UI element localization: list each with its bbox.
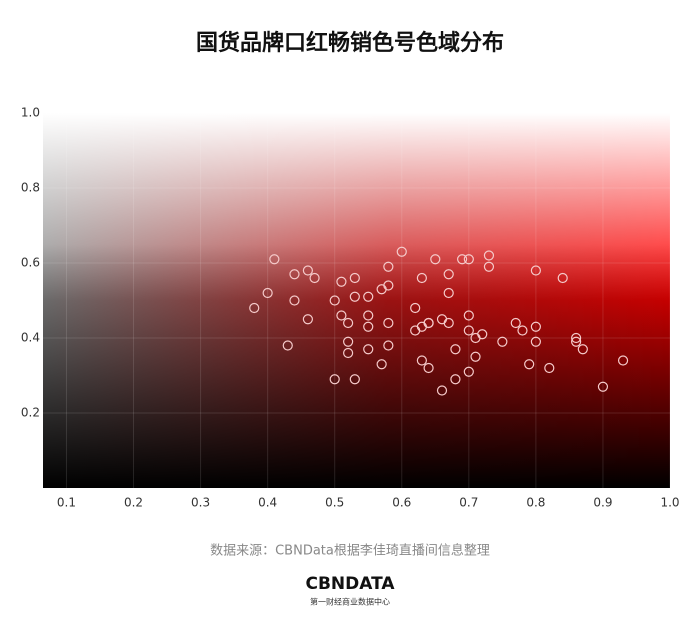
scatter-point bbox=[457, 254, 468, 265]
x-tick-label: 0.5 bbox=[325, 496, 344, 510]
scatter-point bbox=[383, 261, 394, 272]
scatter-point bbox=[557, 272, 568, 284]
scatter-point bbox=[329, 295, 340, 306]
scatter-point bbox=[423, 317, 434, 329]
scatter-point bbox=[530, 265, 541, 276]
scatter-point bbox=[289, 295, 300, 306]
scatter-point bbox=[423, 362, 434, 374]
scatter-point bbox=[416, 355, 427, 366]
scatter-point bbox=[463, 254, 474, 265]
scatter-point bbox=[363, 291, 374, 302]
y-tick-label: 0.2 bbox=[21, 406, 40, 420]
scatter-point bbox=[470, 351, 481, 362]
scatter-point bbox=[363, 321, 374, 332]
scatter-point bbox=[497, 336, 508, 347]
scatter-point bbox=[289, 269, 300, 280]
scatter-point bbox=[336, 276, 347, 287]
scatter-point bbox=[443, 317, 454, 329]
scatter-point bbox=[571, 336, 582, 347]
scatter-point bbox=[282, 340, 293, 351]
scatter-point bbox=[463, 366, 474, 377]
scatter-point bbox=[309, 272, 320, 284]
scatter-point bbox=[510, 317, 521, 329]
scatter-point bbox=[430, 254, 441, 265]
scatter-point bbox=[571, 332, 582, 344]
scatter-point bbox=[443, 269, 454, 280]
scatter-point bbox=[436, 385, 448, 396]
source-note: 数据来源：CBNData根据李佳琦直播间信息整理 bbox=[210, 543, 490, 559]
scatter-point bbox=[524, 359, 535, 370]
scatter-point bbox=[617, 355, 629, 366]
scatter-point bbox=[517, 325, 528, 336]
scatter-point bbox=[530, 336, 541, 347]
scatter-point bbox=[530, 321, 541, 332]
x-tick-label: 0.8 bbox=[526, 496, 545, 510]
scatter-point bbox=[269, 254, 280, 265]
scatter-point bbox=[376, 359, 387, 370]
scatter-point bbox=[383, 317, 394, 329]
scatter-point bbox=[249, 302, 260, 314]
y-tick-label: 1.0 bbox=[21, 106, 40, 120]
x-tick-label: 0.3 bbox=[191, 496, 210, 510]
scatter-point bbox=[302, 265, 313, 276]
scatter-point bbox=[349, 374, 360, 385]
scatter-point bbox=[262, 287, 273, 299]
scatter-point bbox=[483, 261, 495, 272]
y-tick-label: 0.4 bbox=[21, 331, 40, 345]
scatter-point bbox=[329, 374, 340, 385]
x-tick-label: 0.9 bbox=[593, 496, 612, 510]
y-tick-label: 0.6 bbox=[21, 256, 40, 270]
scatter-point bbox=[544, 362, 555, 374]
scatter-point bbox=[383, 340, 394, 351]
logo-subtitle: 第一财经商业数据中心 bbox=[310, 597, 390, 607]
scatter-point bbox=[336, 310, 347, 321]
x-tick-label: 0.7 bbox=[459, 496, 478, 510]
chart-title: 国货品牌口红畅销色号色域分布 bbox=[196, 30, 504, 56]
scatter-point bbox=[443, 287, 454, 299]
scatter-point bbox=[450, 374, 461, 385]
logo: CBNDATA bbox=[305, 574, 395, 594]
scatter-point bbox=[363, 344, 374, 355]
y-tick-label: 0.8 bbox=[21, 181, 40, 195]
scatter-point bbox=[396, 246, 407, 257]
scatter-point bbox=[463, 325, 474, 336]
scatter-point bbox=[416, 272, 427, 284]
scatter-point bbox=[363, 310, 374, 321]
scatter-point bbox=[577, 344, 588, 355]
scatter-point bbox=[343, 347, 354, 359]
scatter-point bbox=[349, 291, 360, 302]
scatter-point bbox=[597, 381, 609, 392]
x-tick-label: 1.0 bbox=[660, 496, 679, 510]
scatter-point bbox=[383, 280, 394, 291]
scatter-point bbox=[477, 329, 488, 340]
x-tick-label: 0.6 bbox=[392, 496, 411, 510]
scatter-point bbox=[463, 310, 474, 321]
scatter-point bbox=[450, 344, 461, 355]
x-tick-label: 0.1 bbox=[57, 496, 76, 510]
scatter-point bbox=[349, 272, 360, 284]
x-tick-label: 0.2 bbox=[124, 496, 143, 510]
scatter-point bbox=[343, 336, 354, 347]
scatter-point bbox=[302, 314, 313, 325]
scatter-point bbox=[483, 250, 495, 261]
x-tick-label: 0.4 bbox=[258, 496, 277, 510]
scatter-point bbox=[410, 302, 421, 314]
scatter-point bbox=[343, 317, 354, 329]
